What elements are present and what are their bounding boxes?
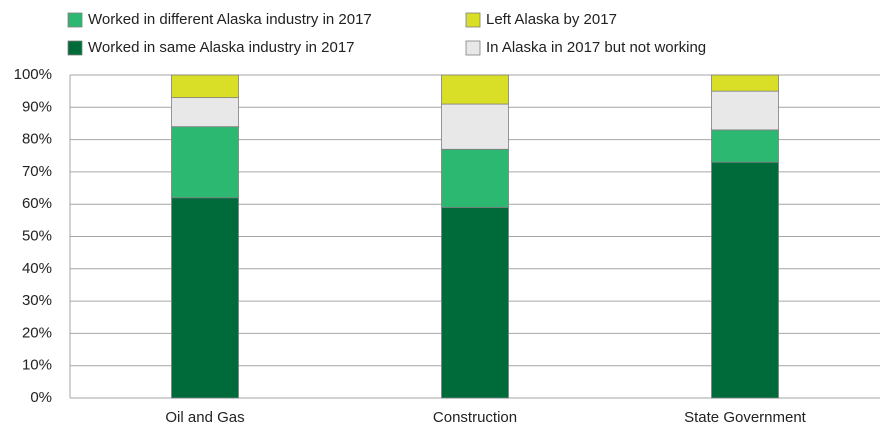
bar-segment — [441, 103, 509, 150]
y-tick-label: 100% — [14, 66, 52, 83]
y-tick-label: 40% — [22, 260, 52, 277]
y-tick-label: 0% — [30, 389, 52, 406]
bar-segment — [711, 161, 779, 399]
bar-segment — [171, 97, 239, 128]
bar-segment — [711, 129, 779, 163]
x-tick-label: Construction — [433, 409, 517, 426]
y-tick-label: 60% — [22, 195, 52, 212]
bar-segment — [441, 74, 509, 105]
bar-segment — [171, 126, 239, 199]
legend-swatch — [67, 12, 83, 28]
legend-label: Worked in same Alaska industry in 2017 — [88, 39, 355, 56]
y-tick-label: 90% — [22, 98, 52, 115]
legend-label: Worked in different Alaska industry in 2… — [88, 11, 372, 28]
legend-label: Left Alaska by 2017 — [486, 11, 617, 28]
legend-swatch — [465, 40, 481, 56]
x-tick-label: State Government — [684, 409, 807, 426]
y-tick-label: 70% — [22, 163, 52, 180]
x-tick-label: Oil and Gas — [165, 409, 244, 426]
y-tick-label: 50% — [22, 227, 52, 244]
bar-segment — [171, 197, 239, 399]
legend-swatch — [67, 40, 83, 56]
bar-segment — [171, 74, 239, 99]
y-tick-label: 30% — [22, 292, 52, 309]
bar-segment — [711, 90, 779, 131]
bar-segment — [441, 148, 509, 208]
legend-label: In Alaska in 2017 but not working — [486, 39, 706, 56]
y-tick-label: 80% — [22, 131, 52, 148]
legend-swatch — [465, 12, 481, 28]
y-tick-label: 20% — [22, 324, 52, 341]
y-tick-label: 10% — [22, 357, 52, 374]
bar-segment — [441, 207, 509, 399]
bar-segment — [711, 74, 779, 92]
